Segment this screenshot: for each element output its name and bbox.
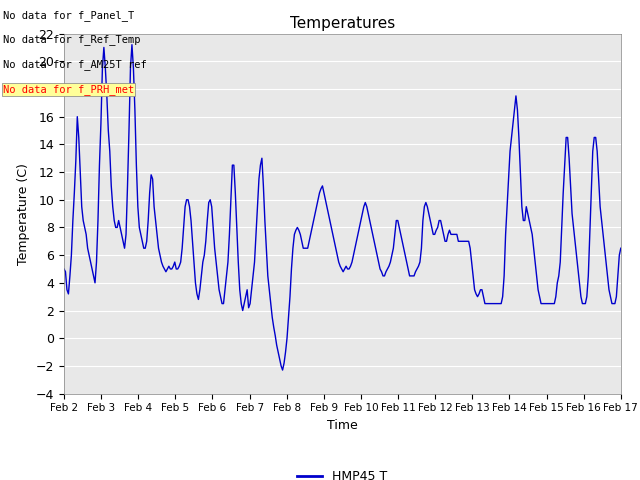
Text: No data for f_Ref_Temp: No data for f_Ref_Temp bbox=[3, 35, 141, 46]
Text: No data for f_AM25T ref: No data for f_AM25T ref bbox=[3, 60, 147, 71]
Title: Temperatures: Temperatures bbox=[290, 16, 395, 31]
Y-axis label: Temperature (C): Temperature (C) bbox=[17, 163, 30, 264]
Legend: HMP45 T: HMP45 T bbox=[292, 465, 392, 480]
Text: No data for f_PRH_met: No data for f_PRH_met bbox=[3, 84, 134, 96]
X-axis label: Time: Time bbox=[327, 419, 358, 432]
Text: No data for f_Panel_T: No data for f_Panel_T bbox=[3, 10, 134, 21]
